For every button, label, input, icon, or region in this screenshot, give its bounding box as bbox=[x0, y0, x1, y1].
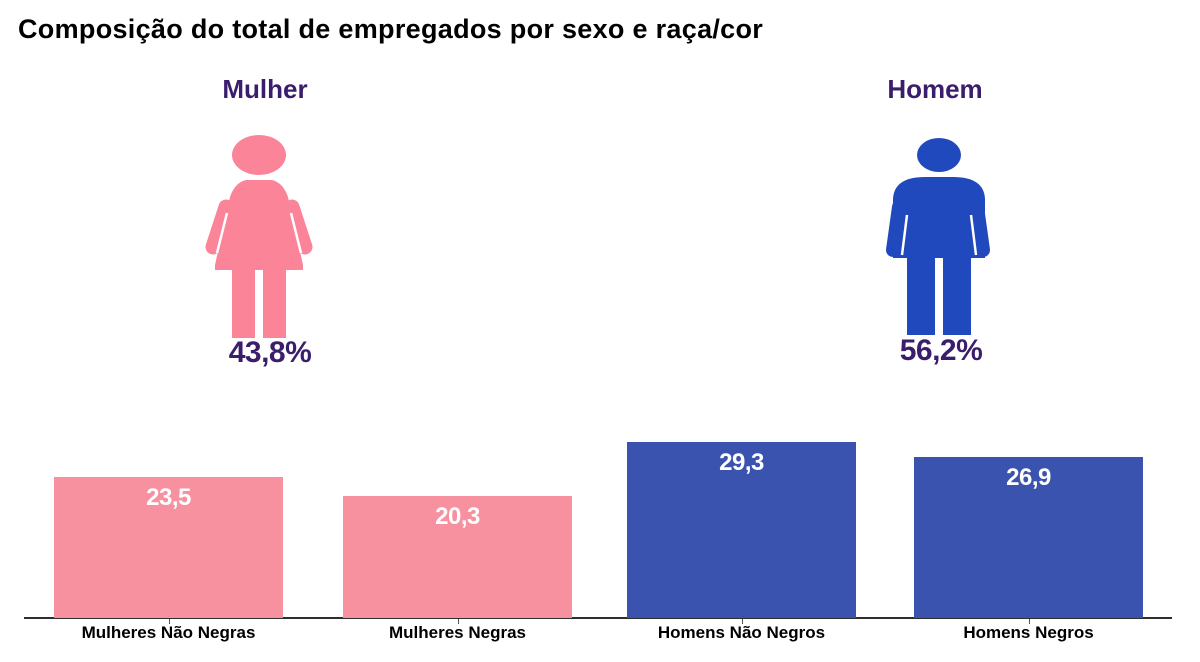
man-icon bbox=[883, 137, 993, 340]
bar: 23,5 bbox=[54, 477, 283, 618]
group-label-homem: Homem bbox=[887, 74, 983, 104]
category-label: Homens Não Negros bbox=[657, 623, 826, 642]
percent-homem: 56,2% bbox=[899, 334, 983, 367]
x-axis-line bbox=[24, 617, 1172, 619]
group-label-mulher: Mulher bbox=[222, 74, 308, 104]
bar-value-label: 29,3 bbox=[719, 449, 764, 476]
bar: 20,3 bbox=[343, 496, 572, 618]
x-axis-tick bbox=[168, 619, 170, 624]
category-label: Mulheres Negras bbox=[389, 623, 526, 642]
bar: 26,9 bbox=[914, 457, 1143, 618]
woman-icon bbox=[201, 135, 317, 344]
x-axis-tick bbox=[1028, 619, 1030, 624]
x-axis-tick bbox=[457, 619, 459, 624]
chart-title: Composição do total de empregados por se… bbox=[18, 14, 764, 44]
bar: 29,3 bbox=[627, 442, 856, 618]
bar-value-label: 23,5 bbox=[146, 484, 191, 511]
bar-value-label: 26,9 bbox=[1006, 464, 1051, 491]
category-label: Homens Negros bbox=[963, 623, 1094, 642]
x-axis-tick bbox=[741, 619, 743, 624]
category-label: Mulheres Não Negras bbox=[81, 623, 256, 642]
percent-mulher: 43,8% bbox=[228, 336, 312, 369]
bar-value-label: 20,3 bbox=[435, 503, 480, 530]
